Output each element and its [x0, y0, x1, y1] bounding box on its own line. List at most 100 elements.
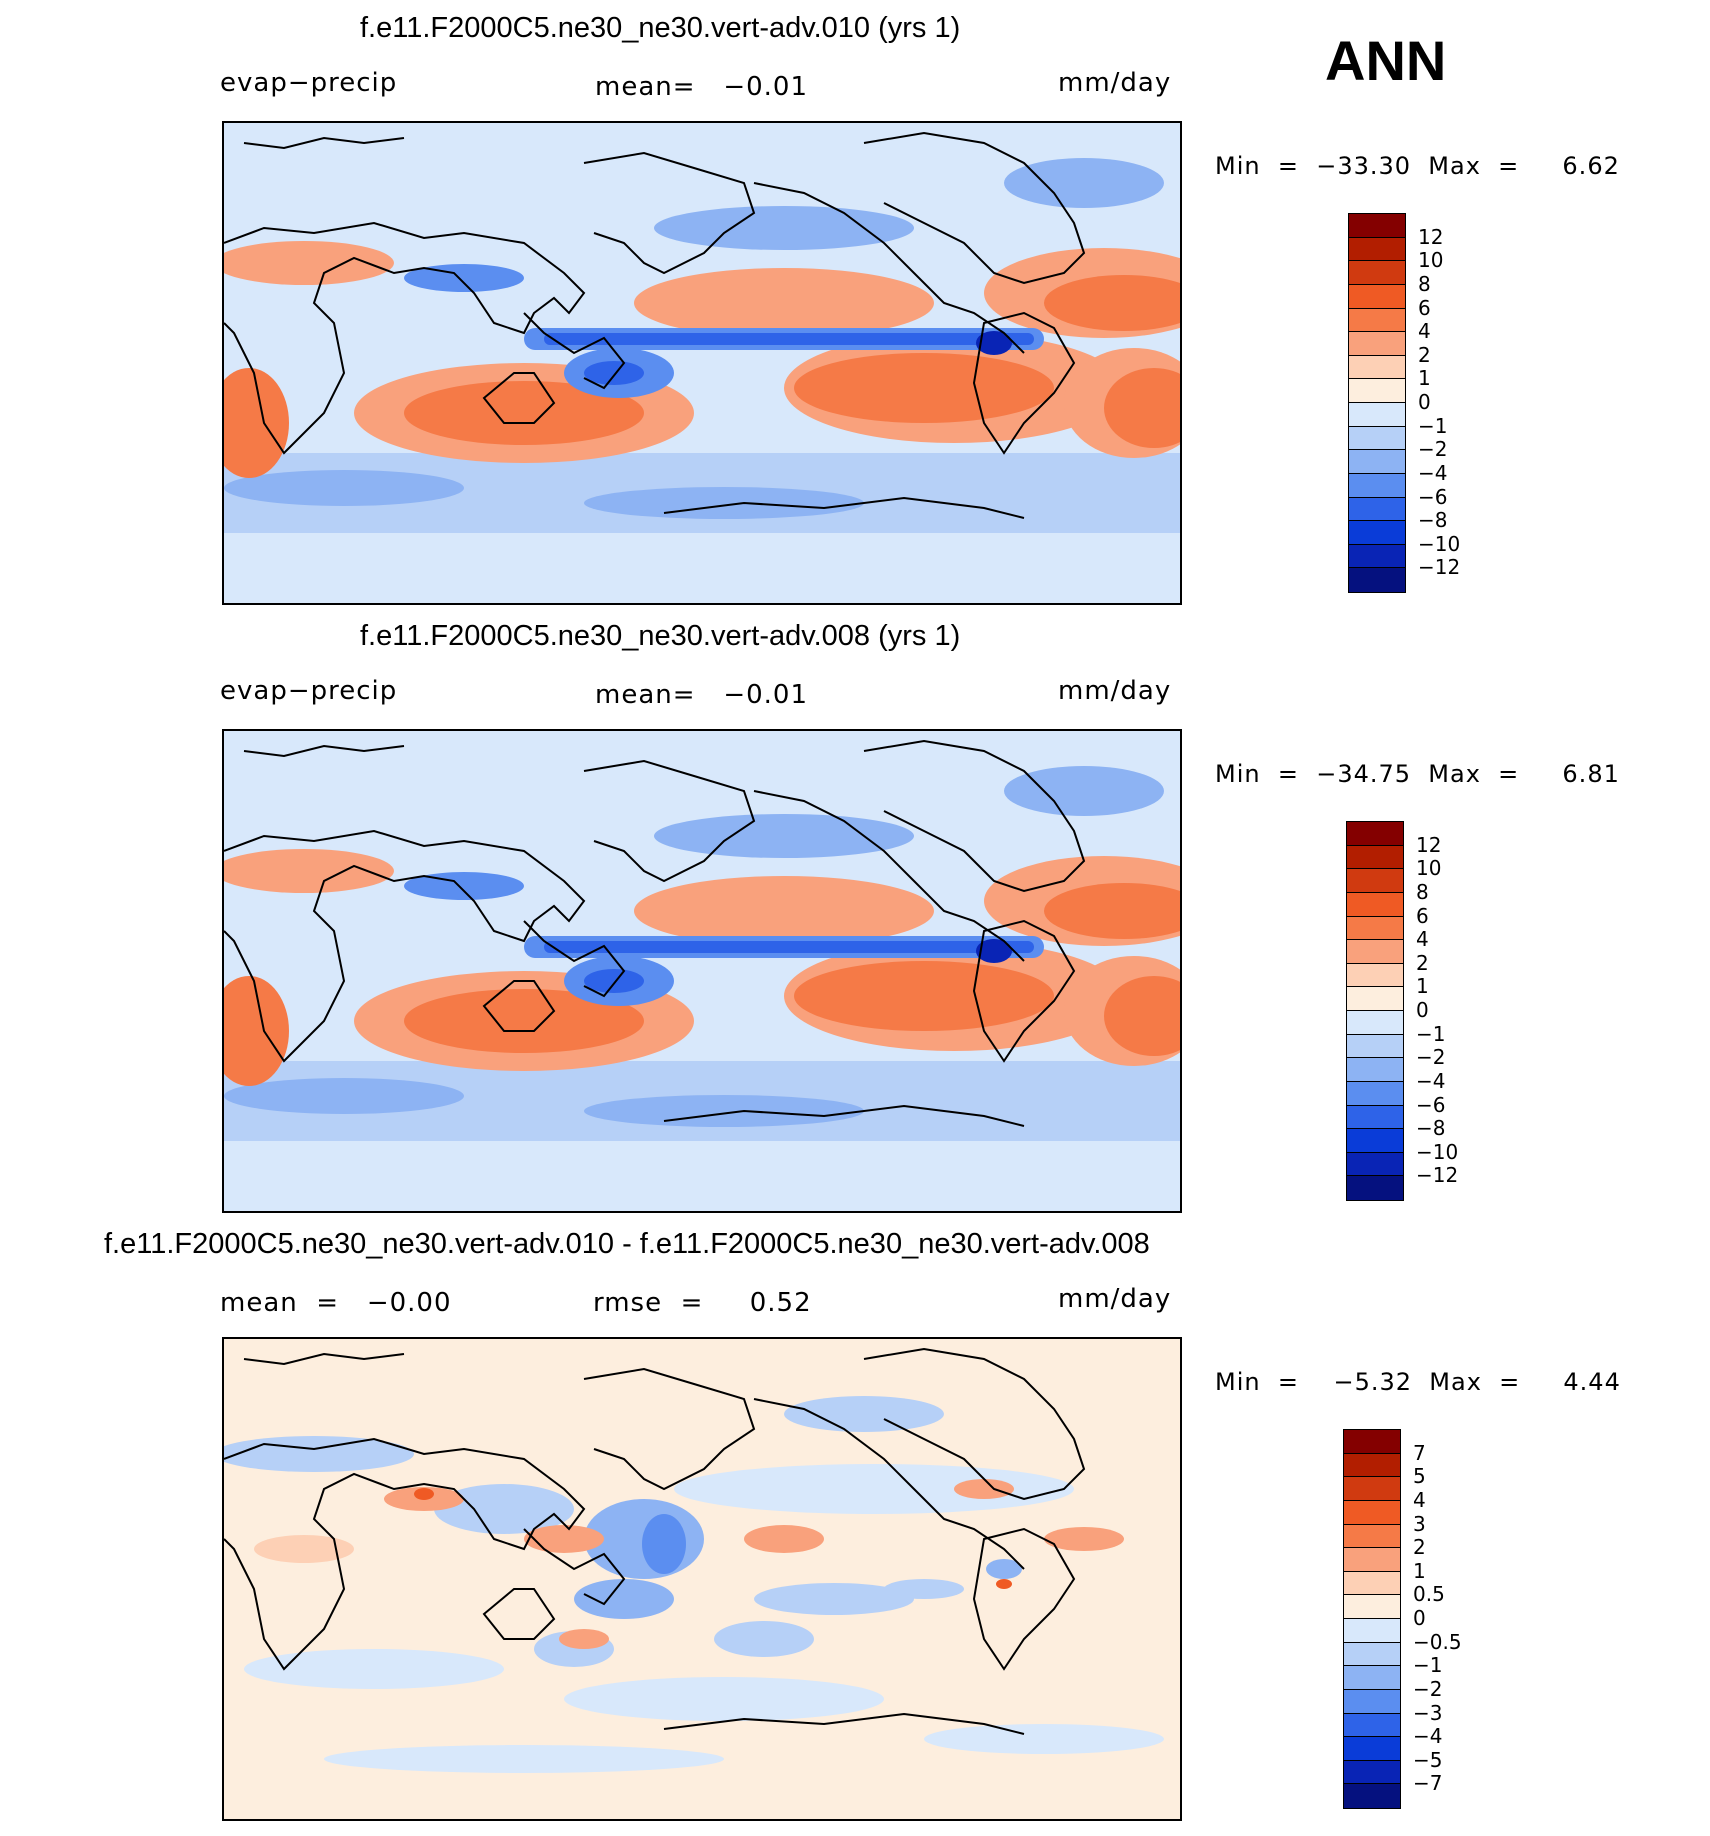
panel-3-map: [222, 1337, 1182, 1821]
colorbar-swatch: [1349, 332, 1405, 356]
colorbar-swatch: [1349, 308, 1405, 333]
colorbar-swatch: [1344, 1689, 1400, 1714]
colorbar-swatch: [1347, 1081, 1403, 1106]
colorbar-tick-label: 5: [1413, 1464, 1426, 1489]
colorbar-tick-label: 1: [1418, 366, 1431, 391]
colorbar-swatch: [1349, 214, 1405, 238]
colorbar-swatch: [1349, 237, 1405, 262]
season-label: ANN: [1325, 29, 1447, 92]
colorbar-tick-label: −7: [1413, 1771, 1443, 1796]
panel-2-map: [222, 729, 1182, 1213]
panel-2-units-label: mm/day: [1058, 676, 1172, 706]
colorbar-tick-label: 0.5: [1413, 1582, 1445, 1607]
colorbar-swatch: [1344, 1784, 1400, 1808]
colorbar-tick-label: 4: [1413, 1487, 1426, 1512]
colorbar-swatch: [1347, 822, 1403, 846]
colorbar-tick-label: 12: [1416, 832, 1442, 857]
colorbar-tick-label: −0.5: [1413, 1629, 1462, 1654]
colorbar-tick-label: −12: [1418, 555, 1461, 580]
colorbar-swatch: [1344, 1619, 1400, 1643]
colorbar-tick-label: −2: [1418, 437, 1448, 462]
colorbar-tick-label: −6: [1416, 1092, 1446, 1117]
colorbar-swatch: [1349, 521, 1405, 545]
colorbar-tick-label: −2: [1413, 1676, 1443, 1701]
colorbar-swatch: [1349, 426, 1405, 451]
colorbar-tick-label: −5: [1413, 1747, 1443, 1772]
colorbar-swatch: [1347, 845, 1403, 870]
colorbar-swatch: [1347, 1105, 1403, 1130]
colorbar-swatch: [1347, 1034, 1403, 1059]
panel-3-colorbar: [1343, 1429, 1401, 1809]
colorbar-swatch: [1347, 1058, 1403, 1082]
colorbar-swatch: [1347, 1011, 1403, 1035]
colorbar-swatch: [1347, 1176, 1403, 1200]
panel-2-mean-label: mean= −0.01: [595, 680, 808, 710]
colorbar-tick-label: 4: [1418, 319, 1431, 344]
colorbar-swatch: [1344, 1430, 1400, 1454]
colorbar-tick-label: 6: [1416, 903, 1429, 928]
panel-3-rmse-label: rmse = 0.52: [593, 1288, 812, 1318]
colorbar-tick-label: 0: [1416, 998, 1429, 1022]
colorbar-swatch: [1344, 1548, 1400, 1572]
colorbar-tick-label: 0: [1413, 1606, 1426, 1630]
panel-3-mean-label: mean = −0.00: [220, 1288, 452, 1318]
panel-1-map: [222, 121, 1182, 605]
colorbar-tick-label: 0: [1418, 390, 1431, 414]
colorbar-tick-label: 6: [1418, 295, 1431, 320]
panel-2-variable-label: evap−precip: [220, 676, 398, 706]
panel-2-title: f.e11.F2000C5.ne30_ne30.vert-adv.008 (yr…: [360, 620, 961, 652]
panel-1-mean-label: mean= −0.01: [595, 72, 808, 102]
colorbar-swatch: [1344, 1453, 1400, 1478]
colorbar-tick-label: 8: [1418, 271, 1431, 296]
colorbar-swatch: [1347, 940, 1403, 964]
colorbar-swatch: [1344, 1760, 1400, 1785]
colorbar-tick-label: 8: [1416, 879, 1429, 904]
panel-3-units-label: mm/day: [1058, 1284, 1172, 1314]
colorbar-tick-label: 2: [1416, 950, 1429, 975]
colorbar-tick-label: 4: [1416, 927, 1429, 952]
colorbar-tick-label: −10: [1418, 531, 1461, 556]
colorbar-tick-label: −3: [1413, 1700, 1443, 1725]
colorbar-swatch: [1344, 1642, 1400, 1667]
colorbar-tick-label: 1: [1413, 1558, 1426, 1583]
colorbar-swatch: [1347, 892, 1403, 917]
colorbar-swatch: [1344, 1524, 1400, 1549]
colorbar-tick-label: 3: [1413, 1511, 1426, 1536]
colorbar-tick-label: −1: [1413, 1653, 1443, 1678]
colorbar-swatch: [1349, 379, 1405, 403]
colorbar-swatch: [1347, 1152, 1403, 1177]
panel-1-colorbar: [1348, 213, 1406, 593]
colorbar-swatch: [1344, 1595, 1400, 1619]
colorbar-swatch: [1344, 1571, 1400, 1596]
colorbar-tick-label: −4: [1418, 460, 1448, 485]
colorbar-swatch: [1349, 284, 1405, 309]
panel-1-minmax: Min = −33.30 Max = 6.62: [1215, 152, 1620, 180]
panel-1-units-label: mm/day: [1058, 68, 1172, 98]
colorbar-swatch: [1349, 473, 1405, 498]
colorbar-swatch: [1349, 261, 1405, 285]
colorbar-tick-label: 1: [1416, 974, 1429, 999]
colorbar-swatch: [1349, 450, 1405, 474]
colorbar-tick-label: −1: [1416, 1021, 1446, 1046]
colorbar-tick-label: −4: [1413, 1724, 1443, 1749]
colorbar-swatch: [1347, 987, 1403, 1011]
colorbar-tick-label: −6: [1418, 484, 1448, 509]
panel-1-variable-label: evap−precip: [220, 68, 398, 98]
colorbar-swatch: [1349, 497, 1405, 522]
panel-2-minmax: Min = −34.75 Max = 6.81: [1215, 760, 1620, 788]
colorbar-swatch: [1347, 869, 1403, 893]
colorbar-tick-label: −10: [1416, 1139, 1459, 1164]
panel-3-minmax: Min = −5.32 Max = 4.44: [1215, 1368, 1621, 1396]
colorbar-tick-label: 12: [1418, 224, 1444, 249]
colorbar-swatch: [1349, 355, 1405, 380]
colorbar-swatch: [1347, 1129, 1403, 1153]
colorbar-swatch: [1347, 916, 1403, 941]
panel-3-title: f.e11.F2000C5.ne30_ne30.vert-adv.010 - f…: [104, 1228, 1150, 1260]
colorbar-tick-label: 10: [1416, 856, 1442, 881]
colorbar-swatch: [1344, 1477, 1400, 1501]
colorbar-tick-label: −12: [1416, 1163, 1459, 1188]
panel-2-colorbar: [1346, 821, 1404, 1201]
colorbar-tick-label: 10: [1418, 248, 1444, 273]
colorbar-tick-label: −4: [1416, 1068, 1446, 1093]
colorbar-tick-label: −8: [1416, 1116, 1446, 1141]
